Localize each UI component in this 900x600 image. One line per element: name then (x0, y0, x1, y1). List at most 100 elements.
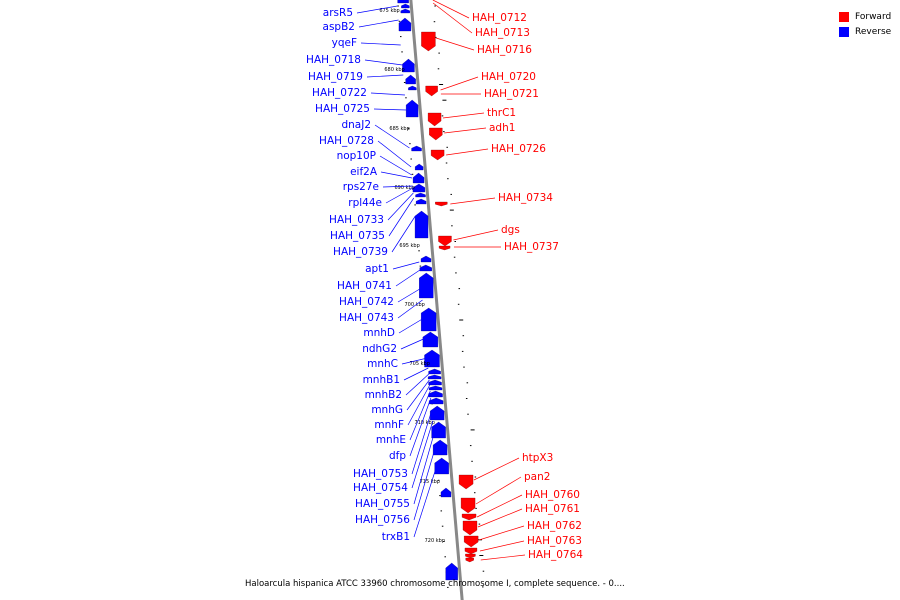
forward-feature (464, 547, 478, 555)
scale-label: 690 kbp (394, 185, 414, 191)
forward-gene-label: HAH_0734 (498, 192, 553, 204)
legend: Forward Reverse (839, 9, 891, 39)
reverse-gene-label: mnhC (367, 358, 398, 370)
forward-feature (465, 553, 476, 559)
reverse-leader-line (409, 390, 431, 441)
legend-item-forward: Forward (839, 9, 891, 24)
forward-gene-label: HAH_0716 (477, 44, 532, 56)
reverse-leader-line (413, 433, 435, 505)
reverse-feature (408, 85, 417, 91)
forward-gene-label: HAH_0737 (504, 241, 559, 253)
forward-gene-label: thrC1 (487, 107, 516, 119)
forward-leader-line (477, 508, 523, 528)
forward-leader-line (442, 112, 485, 119)
legend-swatch-reverse (839, 26, 849, 37)
forward-feature (429, 127, 443, 141)
forward-gene-label: HAH_0720 (481, 71, 536, 83)
forward-feature (461, 513, 477, 521)
forward-gene-label: HAH_0726 (491, 143, 546, 155)
reverse-leader-line (397, 299, 423, 319)
forward-leader-line (473, 457, 520, 481)
reverse-gene-label: HAH_0755 (355, 498, 410, 510)
forward-leader-line (475, 476, 522, 505)
reverse-feature (412, 183, 426, 193)
reverse-feature (415, 192, 426, 198)
legend-swatch-forward (839, 11, 849, 22)
reverse-feature (445, 562, 458, 581)
reverse-gene-label: HAH_0728 (319, 135, 374, 147)
reverse-gene-label: nop10P (337, 150, 376, 162)
forward-feature (465, 557, 474, 563)
scale-label: 705 kbp (410, 361, 430, 367)
forward-feature (462, 520, 478, 536)
reverse-feature (412, 172, 425, 184)
reverse-leader-line (407, 384, 431, 426)
reverse-leader-line (388, 197, 415, 237)
reverse-gene-label: HAH_0725 (315, 103, 370, 115)
forward-feature (425, 85, 438, 97)
reverse-gene-label: HAH_0733 (329, 214, 384, 226)
reverse-feature (419, 272, 434, 299)
forward-gene-label: HAH_0761 (525, 503, 580, 515)
reverse-leader-line (382, 185, 413, 188)
reverse-gene-label: HAH_0756 (355, 514, 410, 526)
forward-leader-line (453, 229, 499, 241)
forward-leader-line (479, 540, 525, 552)
reverse-feature (400, 8, 410, 14)
scale-label: 700 kbp (404, 302, 424, 308)
reverse-feature (440, 487, 452, 498)
reverse-feature (431, 421, 446, 439)
forward-gene-label: HAH_0713 (475, 27, 530, 39)
reverse-feature (405, 74, 416, 85)
scale-label: 685 kbp (389, 126, 409, 132)
reverse-feature (428, 390, 443, 398)
reverse-gene-label: HAH_0754 (353, 482, 408, 494)
forward-leader-line (450, 197, 496, 205)
reverse-feature (398, 17, 412, 32)
legend-item-reverse: Reverse (839, 24, 891, 39)
reverse-feature (405, 99, 419, 118)
reverse-feature (428, 397, 444, 405)
forward-leader-line (435, 37, 475, 51)
scale-label: 720 kbp (425, 538, 445, 544)
reverse-leader-line (400, 337, 426, 350)
reverse-leader-line (358, 19, 399, 28)
reverse-gene-label: ndhG2 (362, 343, 397, 355)
reverse-leader-line (387, 192, 414, 221)
reverse-gene-label: apt1 (365, 263, 389, 275)
reverse-leader-line (364, 59, 403, 66)
reverse-feature (420, 255, 432, 263)
reverse-leader-line (380, 171, 413, 179)
reverse-feature (427, 374, 442, 380)
forward-leader-line (478, 525, 525, 541)
reverse-feature (419, 264, 432, 272)
reverse-feature (432, 439, 448, 456)
reverse-gene-label: dfp (389, 450, 406, 462)
forward-leader-line (444, 127, 487, 134)
reverse-gene-label: arsR5 (323, 7, 353, 19)
legend-label-forward: Forward (855, 11, 892, 22)
reverse-gene-label: HAH_0753 (353, 468, 408, 480)
reverse-gene-label: HAH_0719 (308, 71, 363, 83)
forward-gene-label: dgs (501, 224, 520, 236)
reverse-leader-line (360, 42, 401, 46)
reverse-leader-line (398, 317, 425, 334)
forward-leader-line (446, 148, 489, 156)
sequence-caption: Haloarcula hispanica ATCC 33960 chromoso… (245, 579, 625, 589)
reverse-gene-label: rps27e (343, 181, 379, 193)
forward-gene-label: HAH_0760 (525, 489, 580, 501)
reverse-leader-line (405, 373, 430, 396)
forward-leader-line (480, 554, 526, 561)
reverse-gene-label: aspB2 (323, 21, 355, 33)
reverse-leader-line (373, 108, 407, 111)
reverse-feature (397, 0, 409, 4)
scale-label: 715 kbp (420, 479, 440, 485)
forward-feature (460, 497, 476, 514)
forward-gene-label: HAH_0763 (527, 535, 582, 547)
legend-label-reverse: Reverse (855, 26, 892, 37)
reverse-feature (428, 385, 443, 391)
reverse-gene-label: trxB1 (382, 531, 410, 543)
scale-label: 695 kbp (399, 243, 419, 249)
forward-leader-line (440, 76, 479, 91)
